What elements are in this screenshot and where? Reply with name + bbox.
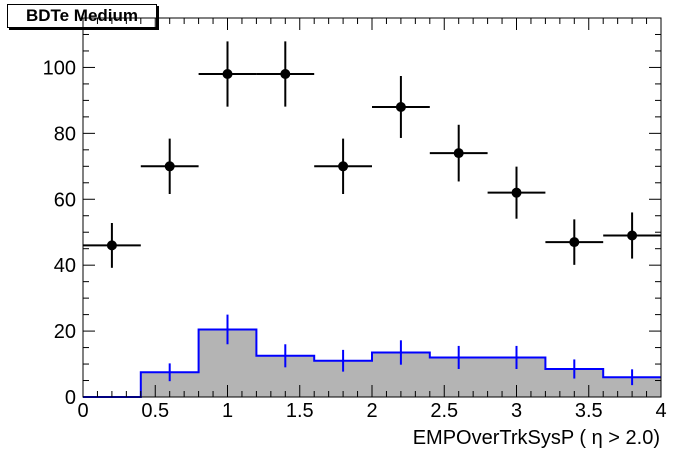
y-tick-label: 0 [65, 387, 76, 409]
data-point [106, 240, 117, 251]
y-tick-label: 100 [43, 57, 76, 79]
data-point [569, 237, 580, 248]
data-point [627, 230, 638, 241]
data-point [280, 69, 291, 80]
x-tick-label: 0 [77, 400, 88, 422]
y-tick-label: 20 [54, 321, 76, 343]
histogram-outline [83, 328, 661, 398]
x-tick-label: 4 [655, 400, 666, 422]
data-point [511, 187, 522, 198]
x-tick-label: 1 [222, 400, 233, 422]
y-tick-label: 80 [54, 123, 76, 145]
x-tick-label: 1.5 [286, 400, 314, 422]
x-tick-label: 3 [511, 400, 522, 422]
data-point [222, 69, 233, 80]
y-tick-label: 60 [54, 189, 76, 211]
y-tick-label: 40 [54, 255, 76, 277]
x-tick-label: 2 [366, 400, 377, 422]
histogram-fill [83, 329, 661, 397]
data-point [164, 161, 175, 172]
x-tick-label: 3.5 [575, 400, 603, 422]
data-point [453, 148, 464, 159]
x-tick-label: 2.5 [430, 400, 458, 422]
data-point [338, 161, 349, 172]
data-point [395, 101, 406, 112]
x-axis-title: EMPOverTrkSysP ( η > 2.0) [413, 427, 660, 449]
x-tick-label: 0.5 [141, 400, 169, 422]
chart-title: BDTe Medium [7, 4, 157, 28]
plot-frame [82, 17, 662, 398]
